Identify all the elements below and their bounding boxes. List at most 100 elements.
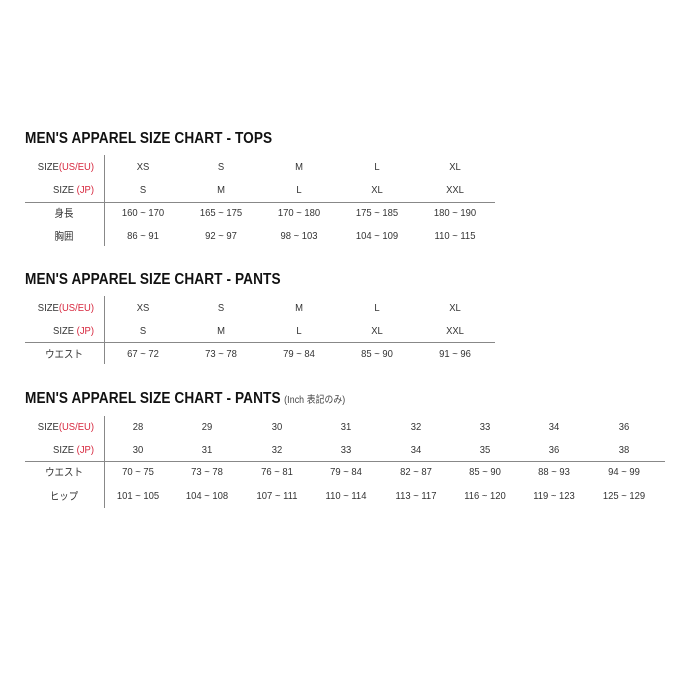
measure-cell: 170 ~ 180 bbox=[277, 207, 321, 219]
size-label-prefix: SIZE bbox=[53, 184, 77, 196]
measure-cell: 79 ~ 84 bbox=[283, 348, 315, 360]
size-cell: M bbox=[217, 325, 225, 337]
size-label-region: (JP) bbox=[76, 184, 94, 196]
size-label-region: (US/EU) bbox=[58, 421, 94, 433]
size-cell: 33 bbox=[479, 421, 491, 433]
size-cell: M bbox=[295, 161, 303, 173]
size-row-label: SIZE(US/EU) bbox=[38, 161, 94, 173]
size-label-region: (US/EU) bbox=[58, 161, 94, 173]
size-cell: 31 bbox=[201, 444, 213, 456]
measure-cell: 107 ~ 111 bbox=[256, 490, 298, 502]
label-column-divider bbox=[104, 416, 105, 508]
size-label-prefix: SIZE bbox=[37, 161, 59, 173]
measure-cell: 113 ~ 117 bbox=[395, 490, 437, 502]
measure-cell: 79 ~ 84 bbox=[330, 466, 362, 478]
size-label-region: (US/EU) bbox=[58, 302, 94, 314]
size-cell: 32 bbox=[271, 444, 283, 456]
measure-cell: 104 ~ 109 bbox=[355, 230, 399, 242]
measure-cell: 160 ~ 170 bbox=[121, 207, 165, 219]
label-column-divider bbox=[104, 296, 105, 364]
size-row-label: SIZE (JP) bbox=[53, 444, 94, 456]
size-row-label: SIZE (JP) bbox=[53, 325, 94, 337]
size-cell: 35 bbox=[479, 444, 491, 456]
measure-cell: 94 ~ 99 bbox=[608, 466, 640, 478]
measure-cell: 76 ~ 81 bbox=[261, 466, 293, 478]
measure-cell: 73 ~ 78 bbox=[205, 348, 237, 360]
table-title-text: MEN'S APPAREL SIZE CHART - TOPS bbox=[25, 130, 273, 147]
size-cell: 31 bbox=[340, 421, 352, 433]
table-title: MEN'S APPAREL SIZE CHART - PANTS bbox=[25, 271, 281, 289]
size-cell: 34 bbox=[548, 421, 560, 433]
size-label-prefix: SIZE bbox=[53, 325, 77, 337]
size-cell: 33 bbox=[340, 444, 352, 456]
size-cell: 36 bbox=[618, 421, 630, 433]
measure-cell: 110 ~ 115 bbox=[434, 230, 476, 242]
label-column-divider bbox=[104, 155, 105, 246]
table-title-text: MEN'S APPAREL SIZE CHART - PANTS bbox=[25, 271, 281, 288]
measure-cell: 180 ~ 190 bbox=[433, 207, 477, 219]
size-cell: S bbox=[139, 325, 147, 337]
measure-cell: 73 ~ 78 bbox=[191, 466, 223, 478]
measure-row-label: ウエスト bbox=[45, 466, 83, 479]
size-cell: XL bbox=[449, 302, 461, 314]
measure-cell: 175 ~ 185 bbox=[355, 207, 399, 219]
size-cell: S bbox=[139, 184, 147, 196]
size-cell: 30 bbox=[271, 421, 283, 433]
measure-row-label: ウエスト bbox=[45, 348, 83, 361]
measure-cell: 125 ~ 129 bbox=[602, 490, 646, 502]
size-cell: 30 bbox=[132, 444, 144, 456]
size-cell: XL bbox=[371, 184, 383, 196]
size-cell: M bbox=[295, 302, 303, 314]
size-cell: M bbox=[217, 184, 225, 196]
measure-row-label: ヒップ bbox=[49, 490, 79, 503]
size-cell: XXL bbox=[446, 325, 464, 337]
size-cell: S bbox=[217, 302, 225, 314]
size-cell: L bbox=[374, 161, 380, 173]
measure-cell: 98 ~ 103 bbox=[280, 230, 318, 242]
size-label-prefix: SIZE bbox=[37, 302, 59, 314]
header-divider bbox=[25, 461, 665, 462]
table-title: MEN'S APPAREL SIZE CHART - PANTS (Inch 表記… bbox=[25, 390, 345, 408]
measure-cell: 101 ~ 105 bbox=[116, 490, 160, 502]
measure-row-label: 胸囲 bbox=[54, 230, 74, 243]
size-cell: 28 bbox=[132, 421, 144, 433]
measure-cell: 86 ~ 91 bbox=[127, 230, 159, 242]
table-title: MEN'S APPAREL SIZE CHART - TOPS bbox=[25, 130, 272, 148]
measure-cell: 119 ~ 123 bbox=[533, 490, 575, 502]
size-label-prefix: SIZE bbox=[53, 444, 77, 456]
measure-cell: 91 ~ 96 bbox=[439, 348, 471, 360]
measure-cell: 165 ~ 175 bbox=[199, 207, 243, 219]
size-label-region: (JP) bbox=[76, 325, 94, 337]
size-cell: XXL bbox=[446, 184, 464, 196]
measure-cell: 67 ~ 72 bbox=[127, 348, 159, 360]
header-divider bbox=[25, 342, 495, 343]
measure-cell: 70 ~ 75 bbox=[122, 466, 154, 478]
size-cell: XS bbox=[136, 161, 150, 173]
measure-cell: 116 ~ 120 bbox=[464, 490, 506, 502]
size-label-prefix: SIZE bbox=[37, 421, 59, 433]
size-cell: 32 bbox=[410, 421, 422, 433]
measure-cell: 92 ~ 97 bbox=[205, 230, 237, 242]
measure-cell: 85 ~ 90 bbox=[361, 348, 393, 360]
size-row-label: SIZE(US/EU) bbox=[38, 302, 94, 314]
size-row-label: SIZE (JP) bbox=[53, 184, 94, 196]
measure-cell: 88 ~ 93 bbox=[538, 466, 570, 478]
size-cell: S bbox=[217, 161, 225, 173]
size-cell: XL bbox=[371, 325, 383, 337]
header-divider bbox=[25, 202, 495, 203]
measure-cell: 104 ~ 108 bbox=[185, 490, 229, 502]
size-cell: XS bbox=[136, 302, 150, 314]
size-label-region: (JP) bbox=[76, 444, 94, 456]
measure-cell: 85 ~ 90 bbox=[469, 466, 501, 478]
measure-row-label: 身長 bbox=[54, 207, 74, 220]
measure-cell: 110 ~ 114 bbox=[325, 490, 367, 502]
measure-cell: 82 ~ 87 bbox=[400, 466, 432, 478]
size-cell: L bbox=[296, 325, 302, 337]
size-cell: 34 bbox=[410, 444, 422, 456]
size-cell: 29 bbox=[201, 421, 213, 433]
size-cell: 36 bbox=[548, 444, 560, 456]
size-cell: L bbox=[296, 184, 302, 196]
size-row-label: SIZE(US/EU) bbox=[38, 421, 94, 433]
size-cell: XL bbox=[449, 161, 461, 173]
size-cell: L bbox=[374, 302, 380, 314]
